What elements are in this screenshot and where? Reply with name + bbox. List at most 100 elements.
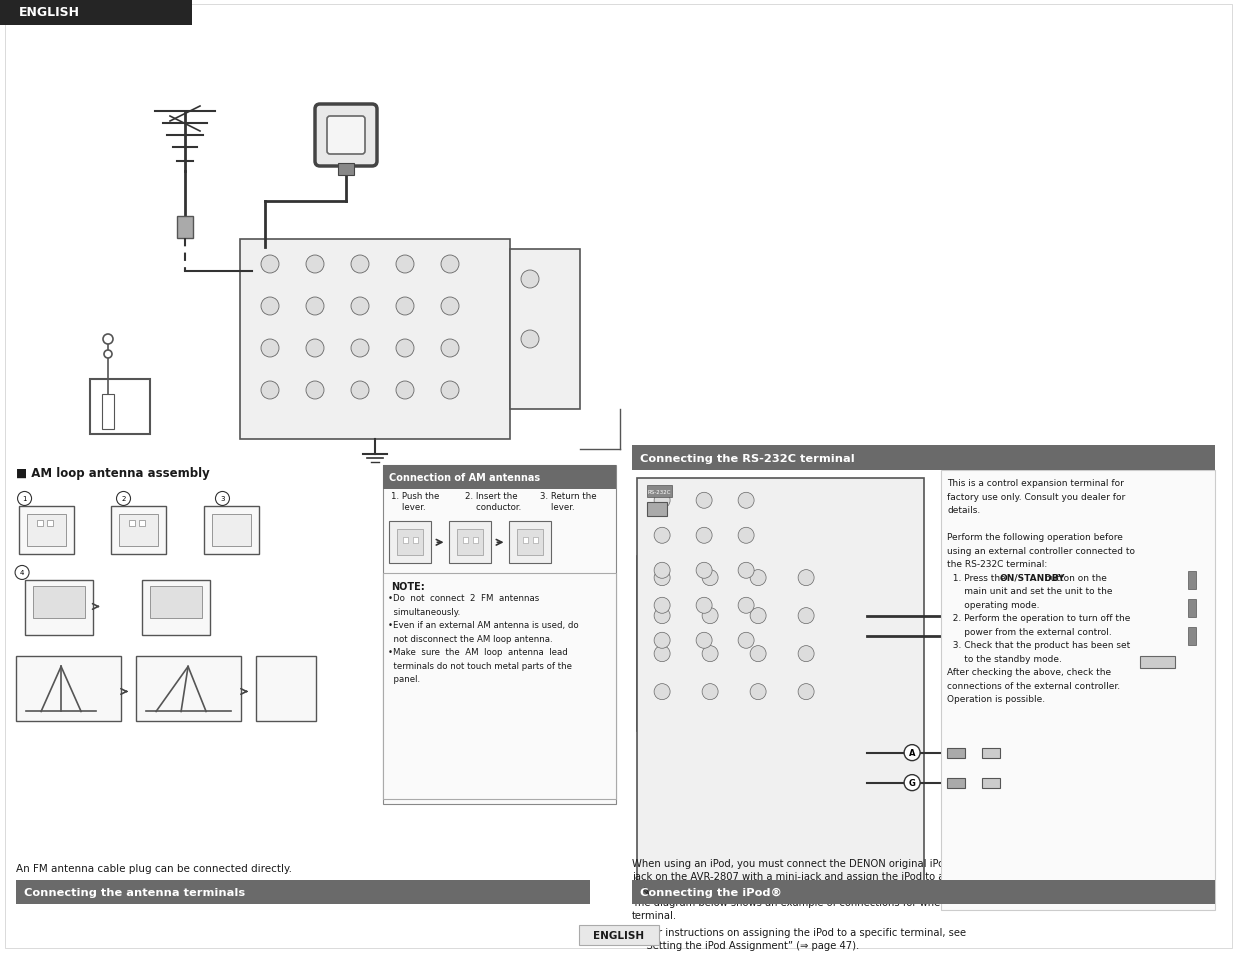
- Circle shape: [798, 646, 814, 662]
- Circle shape: [696, 528, 713, 544]
- Bar: [637, 556, 867, 731]
- Circle shape: [306, 297, 324, 315]
- Text: terminal.: terminal.: [632, 910, 677, 920]
- Bar: [523, 537, 528, 544]
- Bar: [136, 657, 241, 721]
- Text: ENGLISH: ENGLISH: [19, 7, 79, 19]
- Circle shape: [750, 570, 766, 586]
- Bar: [647, 486, 672, 497]
- Text: operating mode.: operating mode.: [948, 600, 1040, 609]
- Bar: [533, 537, 538, 544]
- Circle shape: [521, 331, 539, 349]
- Bar: [32, 587, 85, 618]
- Text: 1. Press the: 1. Press the: [948, 573, 1009, 582]
- Circle shape: [904, 745, 920, 760]
- Circle shape: [351, 255, 369, 274]
- Text: • The optional standard iPod Dock is DENON ASD-1R sold separately.: • The optional standard iPod Dock is DEN…: [657, 881, 1001, 891]
- Text: Connecting the iPod®: Connecting the iPod®: [640, 887, 782, 897]
- Circle shape: [306, 339, 324, 357]
- Text: 2: 2: [121, 496, 126, 502]
- Text: •Do  not  connect  2  FM  antennas: •Do not connect 2 FM antennas: [388, 594, 539, 602]
- Bar: [458, 530, 484, 556]
- Circle shape: [104, 351, 113, 358]
- Circle shape: [306, 255, 324, 274]
- Bar: [25, 580, 93, 636]
- Bar: [256, 657, 317, 721]
- Text: •Make  sure  the  AM  loop  antenna  lead: •Make sure the AM loop antenna lead: [388, 648, 568, 657]
- Text: 1: 1: [22, 496, 27, 502]
- FancyBboxPatch shape: [1111, 547, 1204, 675]
- Circle shape: [396, 381, 414, 399]
- Bar: [449, 521, 491, 563]
- Text: After checking the above, check the: After checking the above, check the: [948, 667, 1112, 677]
- Text: ON/STANDBY: ON/STANDBY: [999, 573, 1065, 582]
- Circle shape: [215, 492, 230, 506]
- Text: connections of the external controller.: connections of the external controller.: [948, 681, 1121, 690]
- Text: power from the external control.: power from the external control.: [948, 627, 1112, 636]
- Circle shape: [654, 562, 670, 578]
- Text: G: G: [909, 779, 915, 787]
- Circle shape: [798, 570, 814, 586]
- Circle shape: [798, 684, 814, 700]
- Bar: [204, 507, 259, 555]
- Text: terminal(s).: terminal(s).: [632, 883, 690, 894]
- Bar: [632, 446, 1215, 471]
- Text: 4: 4: [20, 570, 25, 576]
- Bar: [1139, 656, 1175, 668]
- Circle shape: [703, 608, 719, 624]
- Circle shape: [654, 608, 670, 624]
- Bar: [142, 580, 210, 636]
- Text: Connecting the RS-232C terminal: Connecting the RS-232C terminal: [640, 454, 855, 463]
- Text: An FM antenna cable plug can be connected directly.: An FM antenna cable plug can be connecte…: [16, 863, 292, 873]
- Bar: [111, 507, 166, 555]
- Circle shape: [261, 255, 280, 274]
- Circle shape: [396, 255, 414, 274]
- Circle shape: [750, 646, 766, 662]
- Bar: [37, 521, 42, 527]
- Circle shape: [696, 633, 713, 649]
- Text: “Setting the iPod Assignment” (⇒ page 47).: “Setting the iPod Assignment” (⇒ page 47…: [632, 940, 860, 949]
- Bar: [1188, 571, 1196, 589]
- Text: ENGLISH: ENGLISH: [593, 930, 644, 940]
- Circle shape: [904, 775, 920, 791]
- Bar: [0, 0, 192, 26]
- Text: factory use only. Consult you dealer for: factory use only. Consult you dealer for: [948, 493, 1126, 501]
- Circle shape: [15, 566, 30, 579]
- Circle shape: [261, 381, 280, 399]
- Text: the RS-232C terminal:: the RS-232C terminal:: [948, 559, 1048, 569]
- Circle shape: [261, 297, 280, 315]
- Bar: [413, 537, 418, 544]
- Bar: [632, 880, 1215, 904]
- Circle shape: [442, 381, 459, 399]
- Circle shape: [703, 684, 719, 700]
- Bar: [982, 748, 999, 758]
- Bar: [150, 587, 203, 618]
- Text: 3. Return the: 3. Return the: [541, 492, 597, 500]
- Circle shape: [654, 598, 670, 614]
- Circle shape: [696, 598, 713, 614]
- Text: conductor.: conductor.: [465, 503, 522, 512]
- Circle shape: [750, 608, 766, 624]
- Circle shape: [306, 381, 324, 399]
- Bar: [212, 515, 251, 547]
- Bar: [464, 537, 469, 544]
- Circle shape: [654, 684, 670, 700]
- Circle shape: [351, 381, 369, 399]
- Text: This is a control expansion terminal for: This is a control expansion terminal for: [948, 478, 1124, 488]
- Text: not disconnect the AM loop antenna.: not disconnect the AM loop antenna.: [388, 634, 553, 643]
- Circle shape: [654, 570, 670, 586]
- Circle shape: [396, 339, 414, 357]
- Bar: [130, 521, 135, 527]
- Bar: [119, 515, 158, 547]
- Bar: [383, 465, 616, 490]
- Text: details.: details.: [948, 506, 981, 515]
- Bar: [177, 216, 193, 239]
- Bar: [948, 778, 965, 788]
- Circle shape: [103, 335, 113, 345]
- Bar: [390, 521, 432, 563]
- Text: simultaneously.: simultaneously.: [388, 607, 460, 617]
- Text: 1. Push the: 1. Push the: [391, 492, 440, 500]
- Text: lever.: lever.: [391, 503, 426, 512]
- Text: ■ AM loop antenna assembly: ■ AM loop antenna assembly: [16, 467, 210, 480]
- Circle shape: [442, 339, 459, 357]
